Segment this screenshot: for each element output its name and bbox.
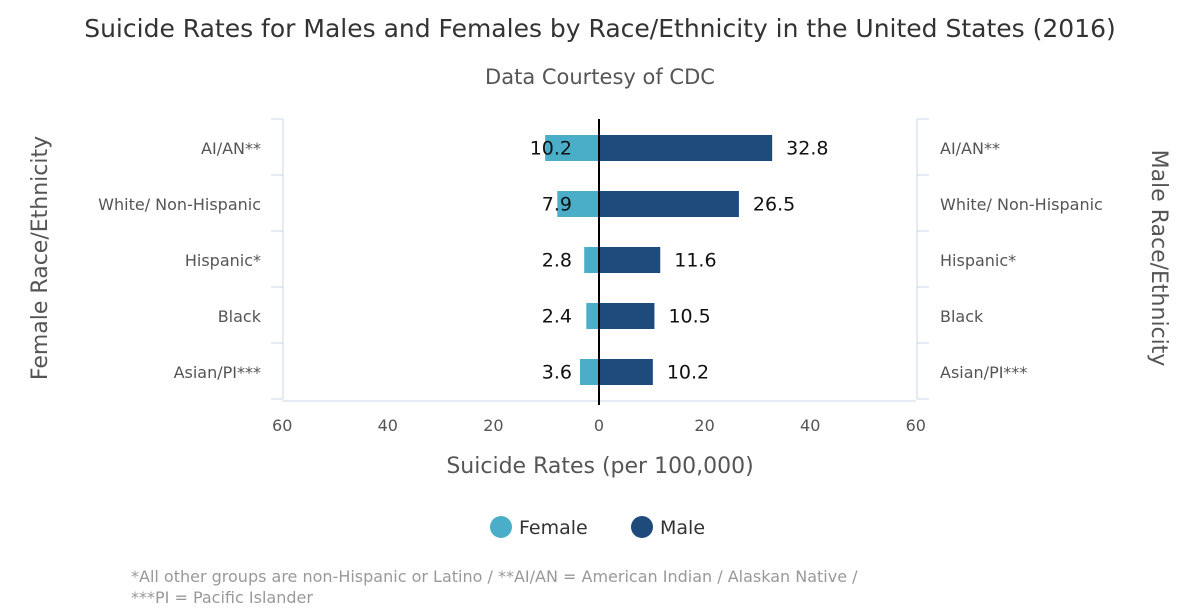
category-label-left: AI/AN** [201,139,261,158]
category-label-right: AI/AN** [940,139,1000,158]
male-value-label: 11.6 [674,250,716,272]
male-value-label: 32.8 [786,138,828,160]
female-value-label: 2.4 [542,306,572,328]
left-axis-title: Female Race/Ethnicity [28,136,53,380]
footnote-line-1: *All other groups are non-Hispanic or La… [131,567,858,586]
male-bar[interactable] [599,303,655,329]
male-value-label: 10.2 [667,362,709,384]
category-label-right: Black [940,307,984,326]
x-axis-title: Suicide Rates (per 100,000) [446,454,753,479]
x-tick-label: 20 [483,416,503,435]
male-value-label: 26.5 [753,194,795,216]
male-bar[interactable] [599,191,739,217]
category-label-left: Hispanic* [185,251,261,270]
male-value-label: 10.5 [668,306,710,328]
female-value-label: 3.6 [542,362,572,384]
legend-item-male[interactable]: Male [631,516,705,539]
male-bar[interactable] [599,359,653,385]
x-tick-label: 60 [906,416,926,435]
chart-subtitle: Data Courtesy of CDC [485,65,715,89]
x-tick-label: 40 [800,416,820,435]
footnote-line-2: ***PI = Pacific Islander [131,588,313,607]
female-bar[interactable] [545,135,599,161]
female-bar[interactable] [579,359,599,385]
category-label-right: Hispanic* [940,251,1016,270]
female-value-label: 10.2 [530,138,572,160]
category-label-left: Black [218,307,262,326]
legend-label: Male [660,517,705,539]
chart-title: Suicide Rates for Males and Females by R… [84,14,1116,43]
legend-item-female[interactable]: Female [490,516,588,539]
category-label-right: Asian/PI*** [940,363,1027,382]
category-label-right: White/ Non-Hispanic [940,195,1103,214]
female-value-label: 2.8 [542,250,572,272]
category-label-left: White/ Non-Hispanic [98,195,261,214]
plot-area: AI/AN** AI/AN** 10.2 32.8 White/ Non-Hispani… [98,118,1103,435]
legend-marker [490,516,512,538]
female-value-label: 7.9 [542,194,572,216]
legend-marker [631,516,653,538]
x-tick-label: 40 [378,416,398,435]
legend-label: Female [519,517,588,539]
legend: Female Male [490,516,705,539]
female-bar[interactable] [586,303,599,329]
female-bar[interactable] [584,247,599,273]
right-axis-title: Male Race/Ethnicity [1146,150,1171,367]
x-tick-label: 0 [594,416,604,435]
category-label-left: Asian/PI*** [174,363,261,382]
male-bar[interactable] [599,135,773,161]
female-bar[interactable] [557,191,599,217]
x-tick-label: 60 [272,416,292,435]
male-bar[interactable] [599,247,661,273]
x-tick-label: 20 [694,416,714,435]
